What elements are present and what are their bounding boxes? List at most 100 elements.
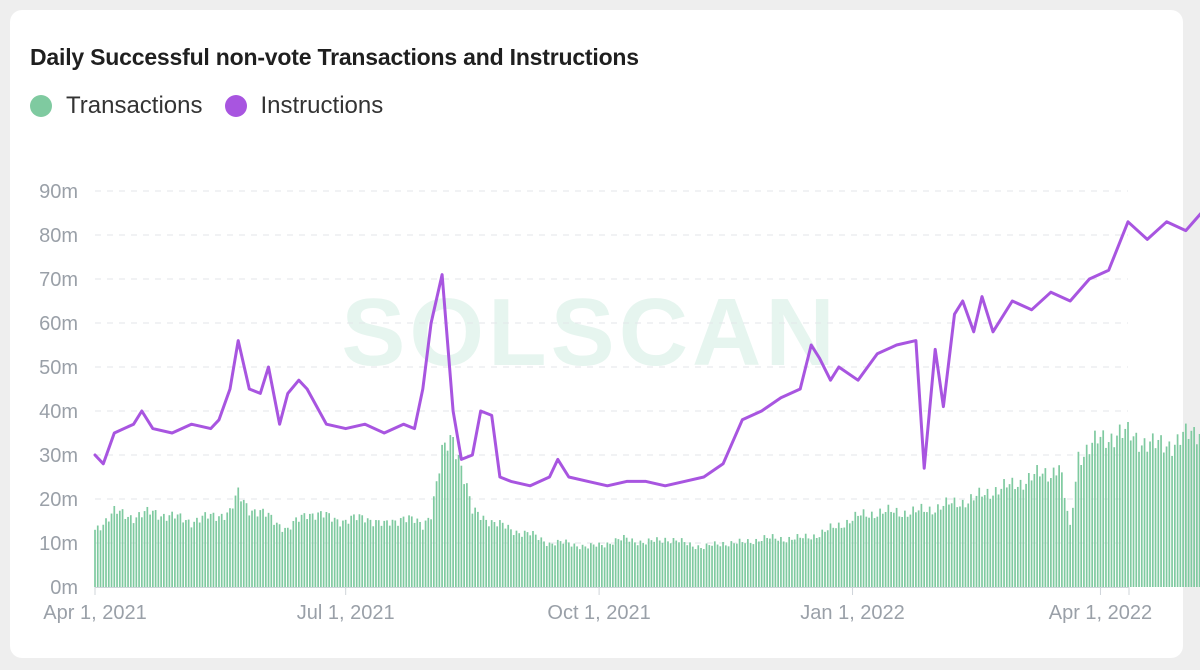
transactions-bar bbox=[339, 526, 342, 587]
transactions-bar bbox=[1014, 489, 1016, 587]
transactions-bar bbox=[361, 515, 364, 587]
transactions-bar bbox=[226, 512, 229, 587]
transactions-bar bbox=[904, 510, 906, 587]
transactions-bar bbox=[468, 496, 471, 587]
transactions-bar bbox=[647, 538, 650, 587]
transactions-bar bbox=[978, 487, 981, 587]
axes: 0m 10m 20m 30m 40m 50m 60m 70m 80m 90m Apr 1, 2021… bbox=[39, 181, 1152, 624]
transactions-bar bbox=[683, 542, 686, 587]
transactions-bar bbox=[534, 534, 537, 587]
transactions-bar bbox=[231, 508, 234, 587]
transactions-bar bbox=[1143, 438, 1146, 587]
legend-item-instructions[interactable]: Instructions bbox=[224, 92, 384, 120]
transactions-bar bbox=[1113, 447, 1116, 587]
instructions-swatch-icon bbox=[224, 95, 247, 117]
transactions-bar bbox=[711, 545, 713, 587]
transactions-bar bbox=[399, 518, 402, 587]
legend-item-transactions[interactable]: Transactions bbox=[30, 92, 203, 120]
transactions-bar bbox=[631, 538, 634, 587]
y-tick-label: 80m bbox=[39, 225, 78, 247]
transactions-bar bbox=[548, 542, 551, 587]
transactions-bar bbox=[810, 539, 813, 587]
legend-label-transactions: Transactions bbox=[66, 92, 203, 119]
transactions-bar bbox=[110, 513, 113, 587]
transactions-bar bbox=[926, 512, 928, 587]
transactions-bar bbox=[540, 537, 543, 587]
transactions-bar bbox=[1074, 481, 1077, 587]
transactions-bar bbox=[570, 546, 573, 587]
transactions-bar bbox=[154, 510, 157, 587]
transactions-bar bbox=[854, 511, 857, 587]
transactions-bar bbox=[1151, 433, 1154, 587]
transactions-bar bbox=[565, 539, 567, 587]
transactions-bar bbox=[992, 495, 994, 587]
transactions-bar bbox=[716, 544, 719, 587]
transactions-bar bbox=[785, 542, 788, 587]
transactions-bar bbox=[102, 524, 105, 587]
transactions-bar bbox=[1005, 487, 1008, 587]
transactions-bar bbox=[267, 512, 270, 587]
transactions-bar bbox=[1160, 435, 1162, 587]
transactions-bar bbox=[625, 537, 628, 587]
transactions-bar bbox=[1072, 507, 1074, 587]
transactions-bar bbox=[380, 525, 383, 587]
transactions-bar bbox=[1044, 468, 1047, 587]
transactions-bar bbox=[614, 538, 617, 587]
transactions-bar bbox=[915, 512, 917, 587]
transactions-bar bbox=[190, 527, 193, 587]
transactions-bar bbox=[220, 513, 223, 587]
transactions-bar bbox=[675, 540, 678, 587]
transactions-bar bbox=[678, 542, 680, 587]
transactions-bar bbox=[333, 517, 336, 587]
transactions-bar bbox=[1011, 477, 1014, 587]
instructions-line bbox=[93, 212, 1200, 488]
transactions-bar bbox=[948, 504, 950, 587]
legend-label-instructions: Instructions bbox=[260, 92, 384, 119]
transactions-bar bbox=[780, 536, 782, 587]
transactions-bar bbox=[240, 501, 242, 587]
transactions-bar bbox=[295, 517, 297, 587]
transactions-bar bbox=[146, 506, 149, 587]
transactions-bar bbox=[835, 528, 837, 587]
transactions-bar bbox=[923, 511, 926, 587]
transactions-bar bbox=[300, 514, 303, 587]
transactions-bar bbox=[1110, 433, 1113, 587]
transactions-bar bbox=[774, 538, 777, 587]
transactions-bar bbox=[1058, 465, 1060, 587]
transactions-bar bbox=[752, 544, 755, 587]
transactions-bar bbox=[151, 510, 154, 587]
transactions-bar bbox=[713, 541, 716, 587]
transactions-bar bbox=[760, 541, 763, 587]
transactions-bar bbox=[672, 538, 675, 587]
transactions-bar bbox=[1000, 488, 1003, 587]
transactions-bar bbox=[1129, 440, 1132, 587]
transactions-bar bbox=[873, 518, 876, 587]
transactions-bar bbox=[639, 540, 642, 587]
transactions-bar bbox=[967, 503, 970, 587]
transactions-bar bbox=[1102, 430, 1105, 587]
transactions-bar bbox=[521, 536, 523, 587]
transactions-bar bbox=[617, 539, 620, 587]
transactions-bar bbox=[251, 510, 253, 587]
transactions-bar bbox=[876, 516, 879, 587]
transactions-bar bbox=[700, 548, 702, 587]
transactions-bar bbox=[884, 512, 887, 587]
transactions-bar bbox=[802, 538, 804, 587]
transactions-bar bbox=[369, 519, 372, 587]
transactions-bar bbox=[680, 538, 683, 587]
transactions-bar bbox=[446, 450, 449, 587]
transactions-bar bbox=[705, 543, 708, 587]
transactions-bar bbox=[215, 520, 218, 587]
transactions-bar bbox=[793, 539, 796, 587]
transactions-bar bbox=[256, 516, 259, 587]
y-tick-label: 10m bbox=[39, 533, 78, 555]
transactions-bar bbox=[135, 517, 138, 587]
transactions-bar bbox=[94, 529, 96, 587]
transactions-bar bbox=[245, 503, 248, 587]
transactions-bar bbox=[859, 515, 862, 587]
transactions-bar bbox=[1003, 479, 1005, 587]
transactions-bar bbox=[322, 517, 325, 587]
transactions-bar bbox=[821, 529, 824, 587]
transactions-bar bbox=[1165, 446, 1168, 587]
transactions-bar bbox=[623, 534, 625, 587]
